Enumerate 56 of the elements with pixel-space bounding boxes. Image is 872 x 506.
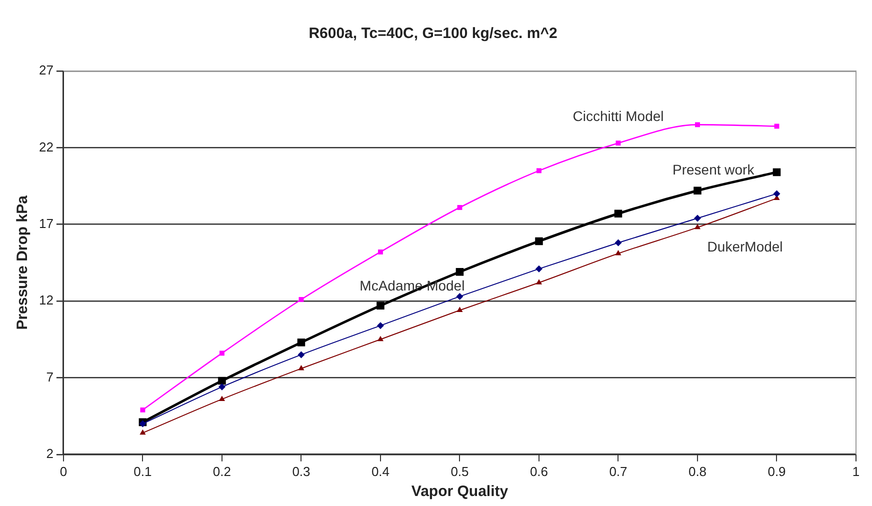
point bbox=[377, 336, 384, 342]
x-tick-label: 0.8 bbox=[688, 464, 707, 479]
x-tick-label: 0.2 bbox=[212, 464, 232, 479]
point bbox=[457, 205, 462, 210]
point bbox=[218, 383, 226, 390]
x-axis-title: Vapor Quality bbox=[411, 483, 509, 500]
series-label: Cicchitti Model bbox=[572, 108, 664, 124]
point bbox=[535, 265, 542, 272]
point bbox=[614, 210, 622, 218]
point bbox=[218, 376, 226, 385]
point bbox=[140, 429, 146, 435]
point bbox=[456, 306, 463, 312]
y-tick-label: 7 bbox=[46, 369, 54, 384]
x-tick-label: 0.5 bbox=[450, 464, 469, 479]
series-label: DukerModel bbox=[707, 238, 783, 254]
point bbox=[219, 350, 224, 356]
point bbox=[695, 122, 700, 128]
x-tick-label: 0.1 bbox=[134, 464, 152, 479]
point bbox=[140, 407, 146, 412]
y-tick-label: 22 bbox=[38, 139, 54, 154]
point bbox=[378, 249, 383, 254]
y-tick-label: 12 bbox=[38, 292, 54, 308]
series-label: McAdame Model bbox=[360, 277, 465, 294]
point bbox=[297, 338, 306, 346]
point bbox=[694, 214, 701, 222]
y-axis-title: Pressure Drop kPa bbox=[14, 194, 32, 330]
chart-title: R600a, Tc=40C, G=100 kg/sec. m^2 bbox=[308, 25, 558, 42]
series-label: Present work bbox=[672, 161, 756, 178]
point bbox=[298, 365, 304, 370]
x-tick-label: 0.7 bbox=[609, 464, 628, 479]
y-tick-label: 2 bbox=[46, 446, 54, 461]
point bbox=[536, 279, 542, 284]
point bbox=[772, 168, 781, 176]
x-tick-label: 0 bbox=[60, 464, 68, 479]
point bbox=[694, 224, 701, 230]
point bbox=[614, 239, 622, 246]
x-tick-label: 1 bbox=[852, 464, 860, 479]
point bbox=[218, 396, 225, 401]
x-tick-label: 0.9 bbox=[768, 464, 786, 479]
x-tick-label: 0.3 bbox=[292, 464, 310, 479]
y-tick-label: 17 bbox=[38, 216, 54, 231]
point bbox=[616, 140, 621, 146]
x-tick-label: 0.4 bbox=[371, 464, 390, 479]
point bbox=[376, 302, 384, 310]
x-tick-label: 0.6 bbox=[530, 464, 548, 479]
point bbox=[694, 186, 702, 195]
y-tick-label: 27 bbox=[38, 62, 54, 78]
point bbox=[535, 237, 543, 246]
point bbox=[456, 292, 464, 300]
point bbox=[298, 351, 305, 358]
point bbox=[774, 124, 780, 129]
point bbox=[376, 322, 384, 330]
point bbox=[456, 268, 464, 276]
point bbox=[773, 190, 780, 198]
point bbox=[298, 297, 304, 302]
point bbox=[536, 168, 542, 174]
